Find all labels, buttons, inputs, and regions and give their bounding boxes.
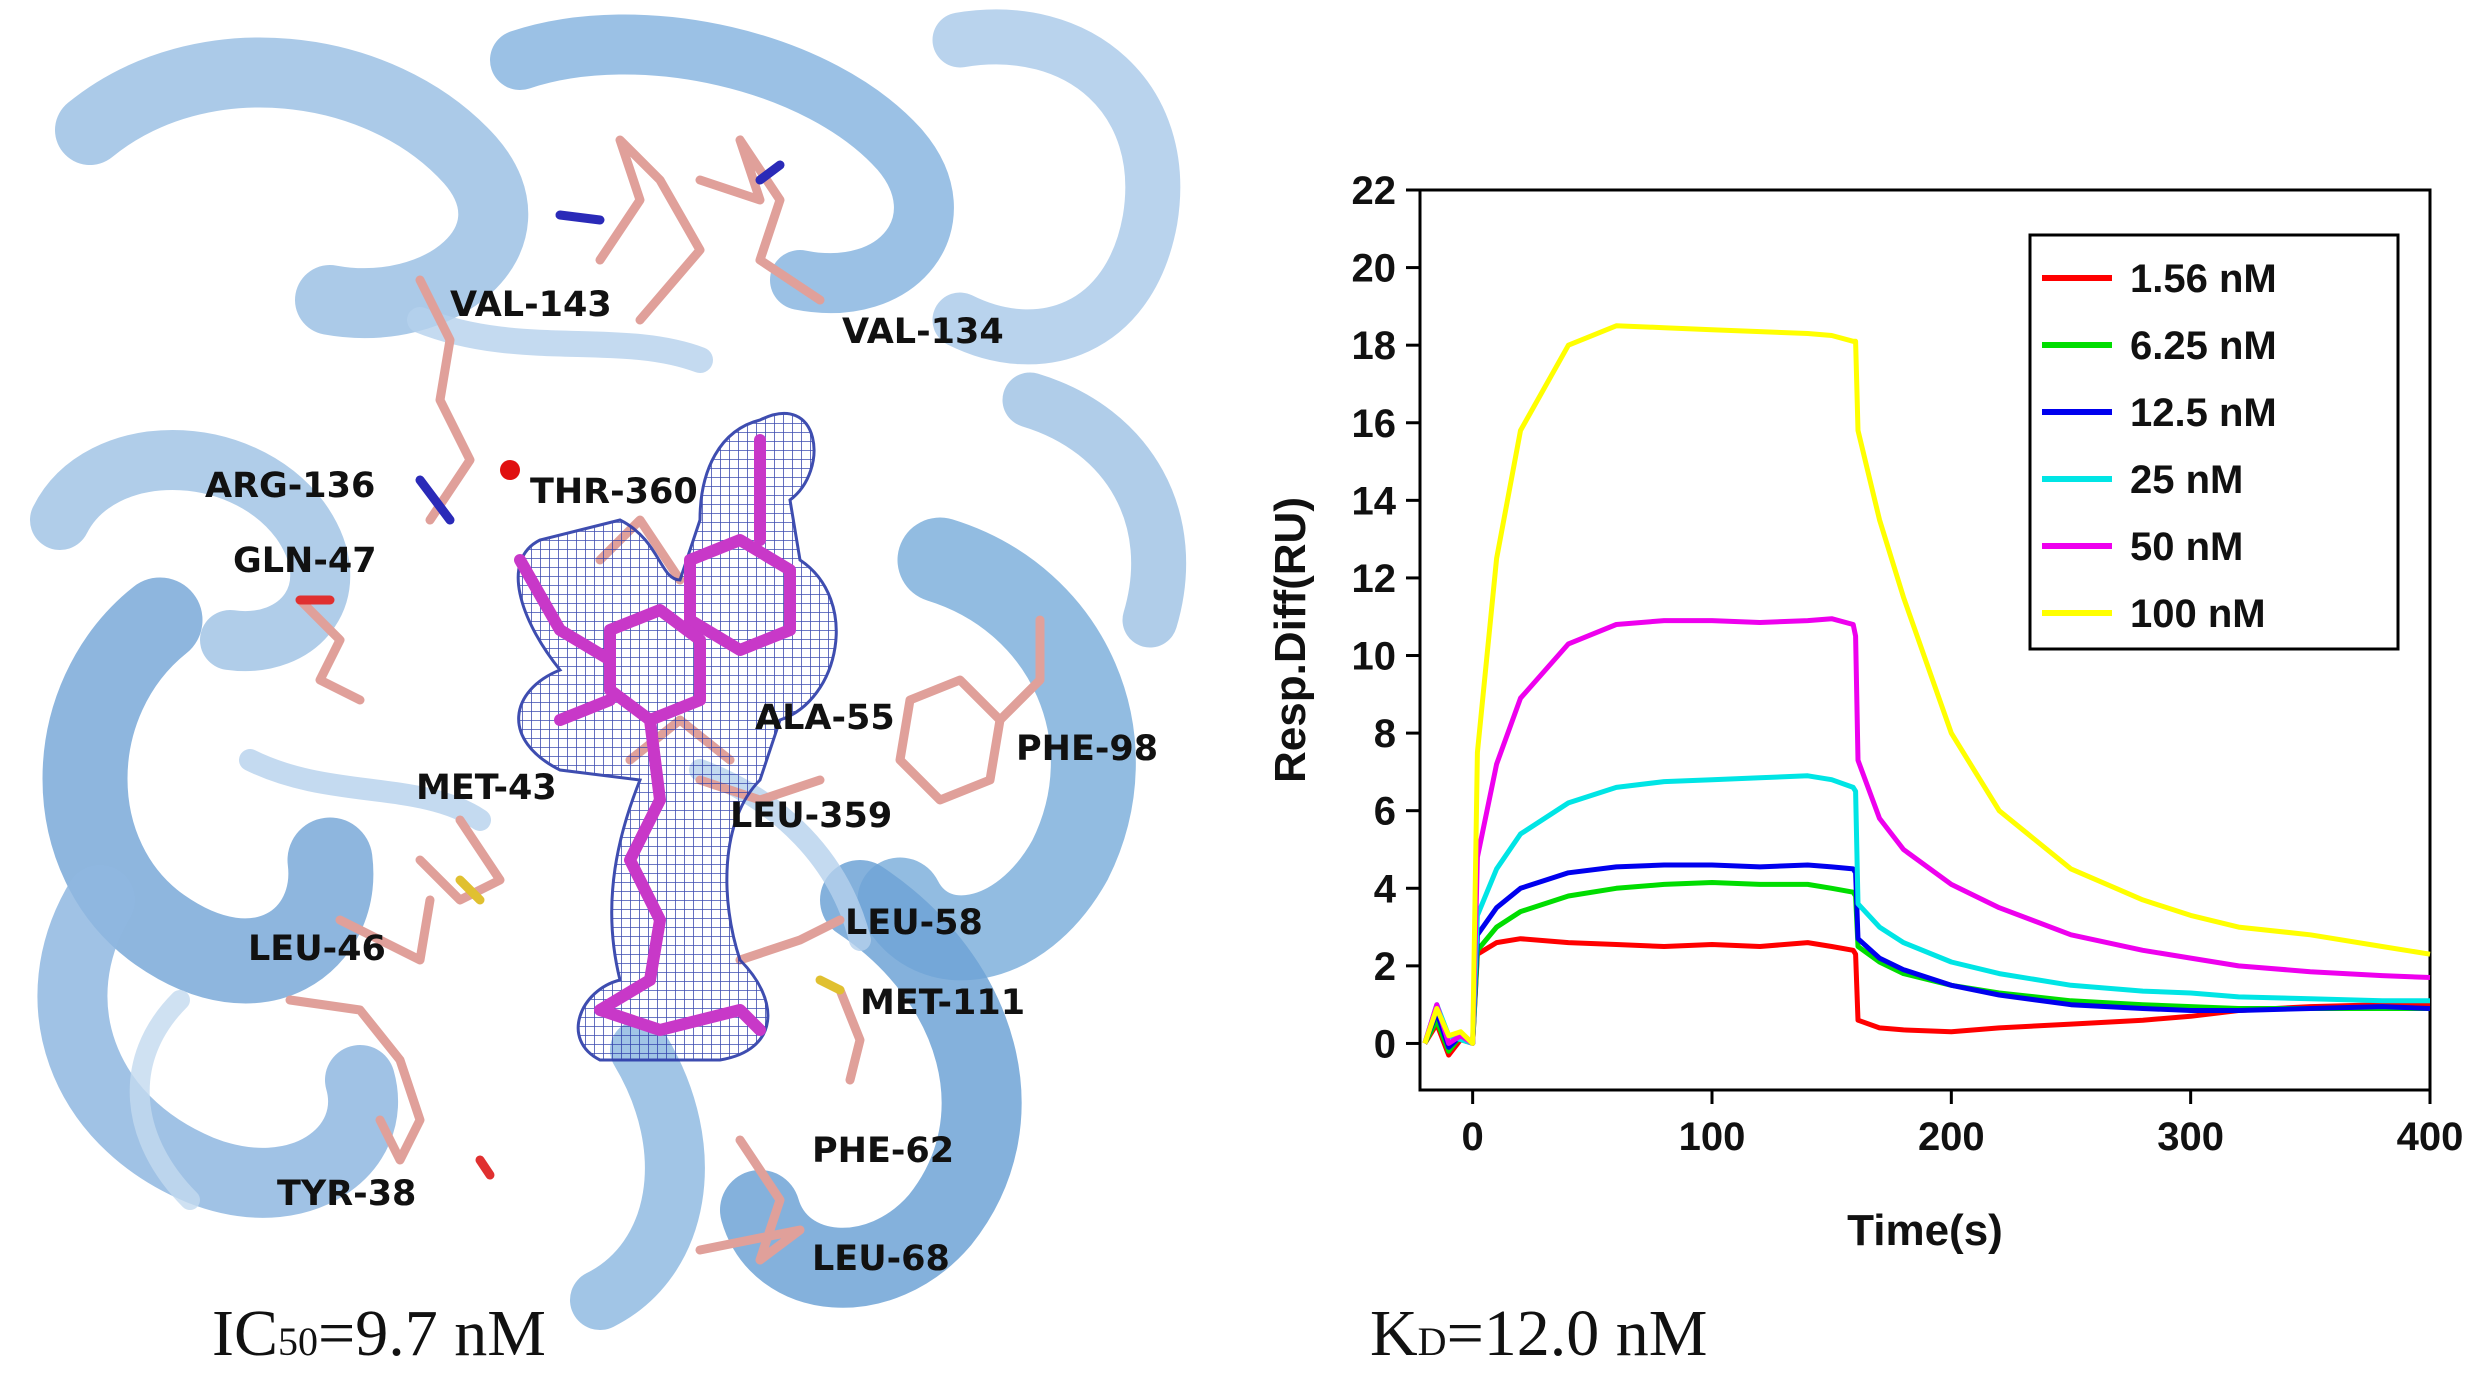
legend: 1.56 nM 6.25 nM 12.5 nM 25 nM 50 nM 100 nM (2028, 233, 2400, 651)
residue-label: VAL-143 (450, 285, 612, 325)
legend-label-4: 50 nM (2130, 525, 2243, 569)
y-tick-label: 0 (1374, 1022, 1396, 1066)
residue-label: LEU-359 (730, 796, 892, 836)
residue-label: THR-360 (530, 472, 698, 512)
kd-caption: KD=12.0 nM (1370, 1297, 1707, 1370)
legend-label-3: 25 nM (2130, 458, 2243, 502)
protein-cartoon (30, 9, 1186, 1330)
ic50-caption-subscript: 50 (278, 1319, 318, 1364)
protein-structure-image: VAL-143 VAL-134 ARG-136 THR-360 GLN-47 A… (0, 0, 1220, 1330)
residue-label: PHE-62 (812, 1131, 954, 1171)
y-tick-label: 2 (1374, 945, 1396, 989)
kd-caption-main: K (1370, 1297, 1418, 1370)
x-axis-title: Time(s) (1847, 1206, 2003, 1255)
legend-label-0: 1.56 nM (2130, 257, 2277, 301)
x-tick-label: 100 (1679, 1115, 1746, 1159)
residue-label: ALA-55 (755, 698, 895, 738)
residue-label: LEU-68 (812, 1239, 950, 1279)
residue-label: ARG-136 (205, 466, 375, 506)
residue-labels: VAL-143 VAL-134 ARG-136 THR-360 GLN-47 A… (205, 285, 1158, 1279)
y-axis-title: Resp.Diff(RU) (1266, 497, 1315, 783)
y-tick-label: 12 (1352, 557, 1397, 601)
x-tick-label: 200 (1918, 1115, 1985, 1159)
legend-label-5: 100 nM (2130, 592, 2266, 636)
ic50-caption-value: =9.7 nM (318, 1297, 546, 1370)
kd-caption-value: =12.0 nM (1447, 1297, 1708, 1370)
residue-label: LEU-46 (248, 929, 386, 969)
kd-caption-subscript: D (1418, 1319, 1447, 1364)
heteroatoms (295, 160, 845, 1180)
sensorgram-chart: 0 100 200 300 400 0 2 4 6 8 10 12 14 16 18 20 22 Time(s)… (1266, 169, 2463, 1255)
residue-label: MET-111 (860, 983, 1025, 1023)
series-layer (1422, 323, 2431, 1058)
plot-frame (1418, 188, 2432, 1092)
tick-layer: 0 100 200 300 400 0 2 4 6 8 10 12 14 16 18 20 22 (1352, 169, 2464, 1159)
x-tick-label: 0 (1462, 1115, 1484, 1159)
x-tick-label: 300 (2157, 1115, 2224, 1159)
ligand-sticks (514, 434, 796, 1036)
legend-label-2: 12.5 nM (2130, 391, 2277, 435)
ic50-caption: IC50=9.7 nM (212, 1297, 546, 1370)
residue-label: VAL-134 (842, 312, 1004, 352)
legend-box (2028, 233, 2400, 651)
y-tick-label: 8 (1374, 712, 1396, 756)
residue-label: GLN-47 (233, 541, 377, 581)
residue-label: MET-43 (416, 768, 557, 808)
y-tick-label: 14 (1352, 479, 1397, 523)
residue-label: LEU-58 (845, 903, 983, 943)
y-tick-label: 10 (1352, 635, 1397, 679)
ic50-caption-main: IC (212, 1297, 278, 1370)
electron-density-mesh (516, 411, 838, 1062)
y-tick-label: 22 (1352, 169, 1397, 213)
x-tick-label: 400 (2397, 1115, 2464, 1159)
y-tick-label: 16 (1352, 402, 1397, 446)
residue-label: PHE-98 (1016, 729, 1158, 769)
y-tick-label: 18 (1352, 324, 1397, 368)
y-tick-label: 6 (1374, 790, 1396, 834)
residue-label: TYR-38 (277, 1174, 416, 1214)
legend-items: 1.56 nM 6.25 nM 12.5 nM 25 nM 50 nM 100 nM (2042, 257, 2277, 636)
series-line-5 (1422, 323, 2431, 1046)
legend-label-1: 6.25 nM (2130, 324, 2277, 368)
water-molecule (500, 460, 520, 480)
y-tick-label: 20 (1352, 247, 1397, 291)
series-line-3 (1422, 773, 2430, 1046)
y-tick-label: 4 (1374, 867, 1397, 911)
